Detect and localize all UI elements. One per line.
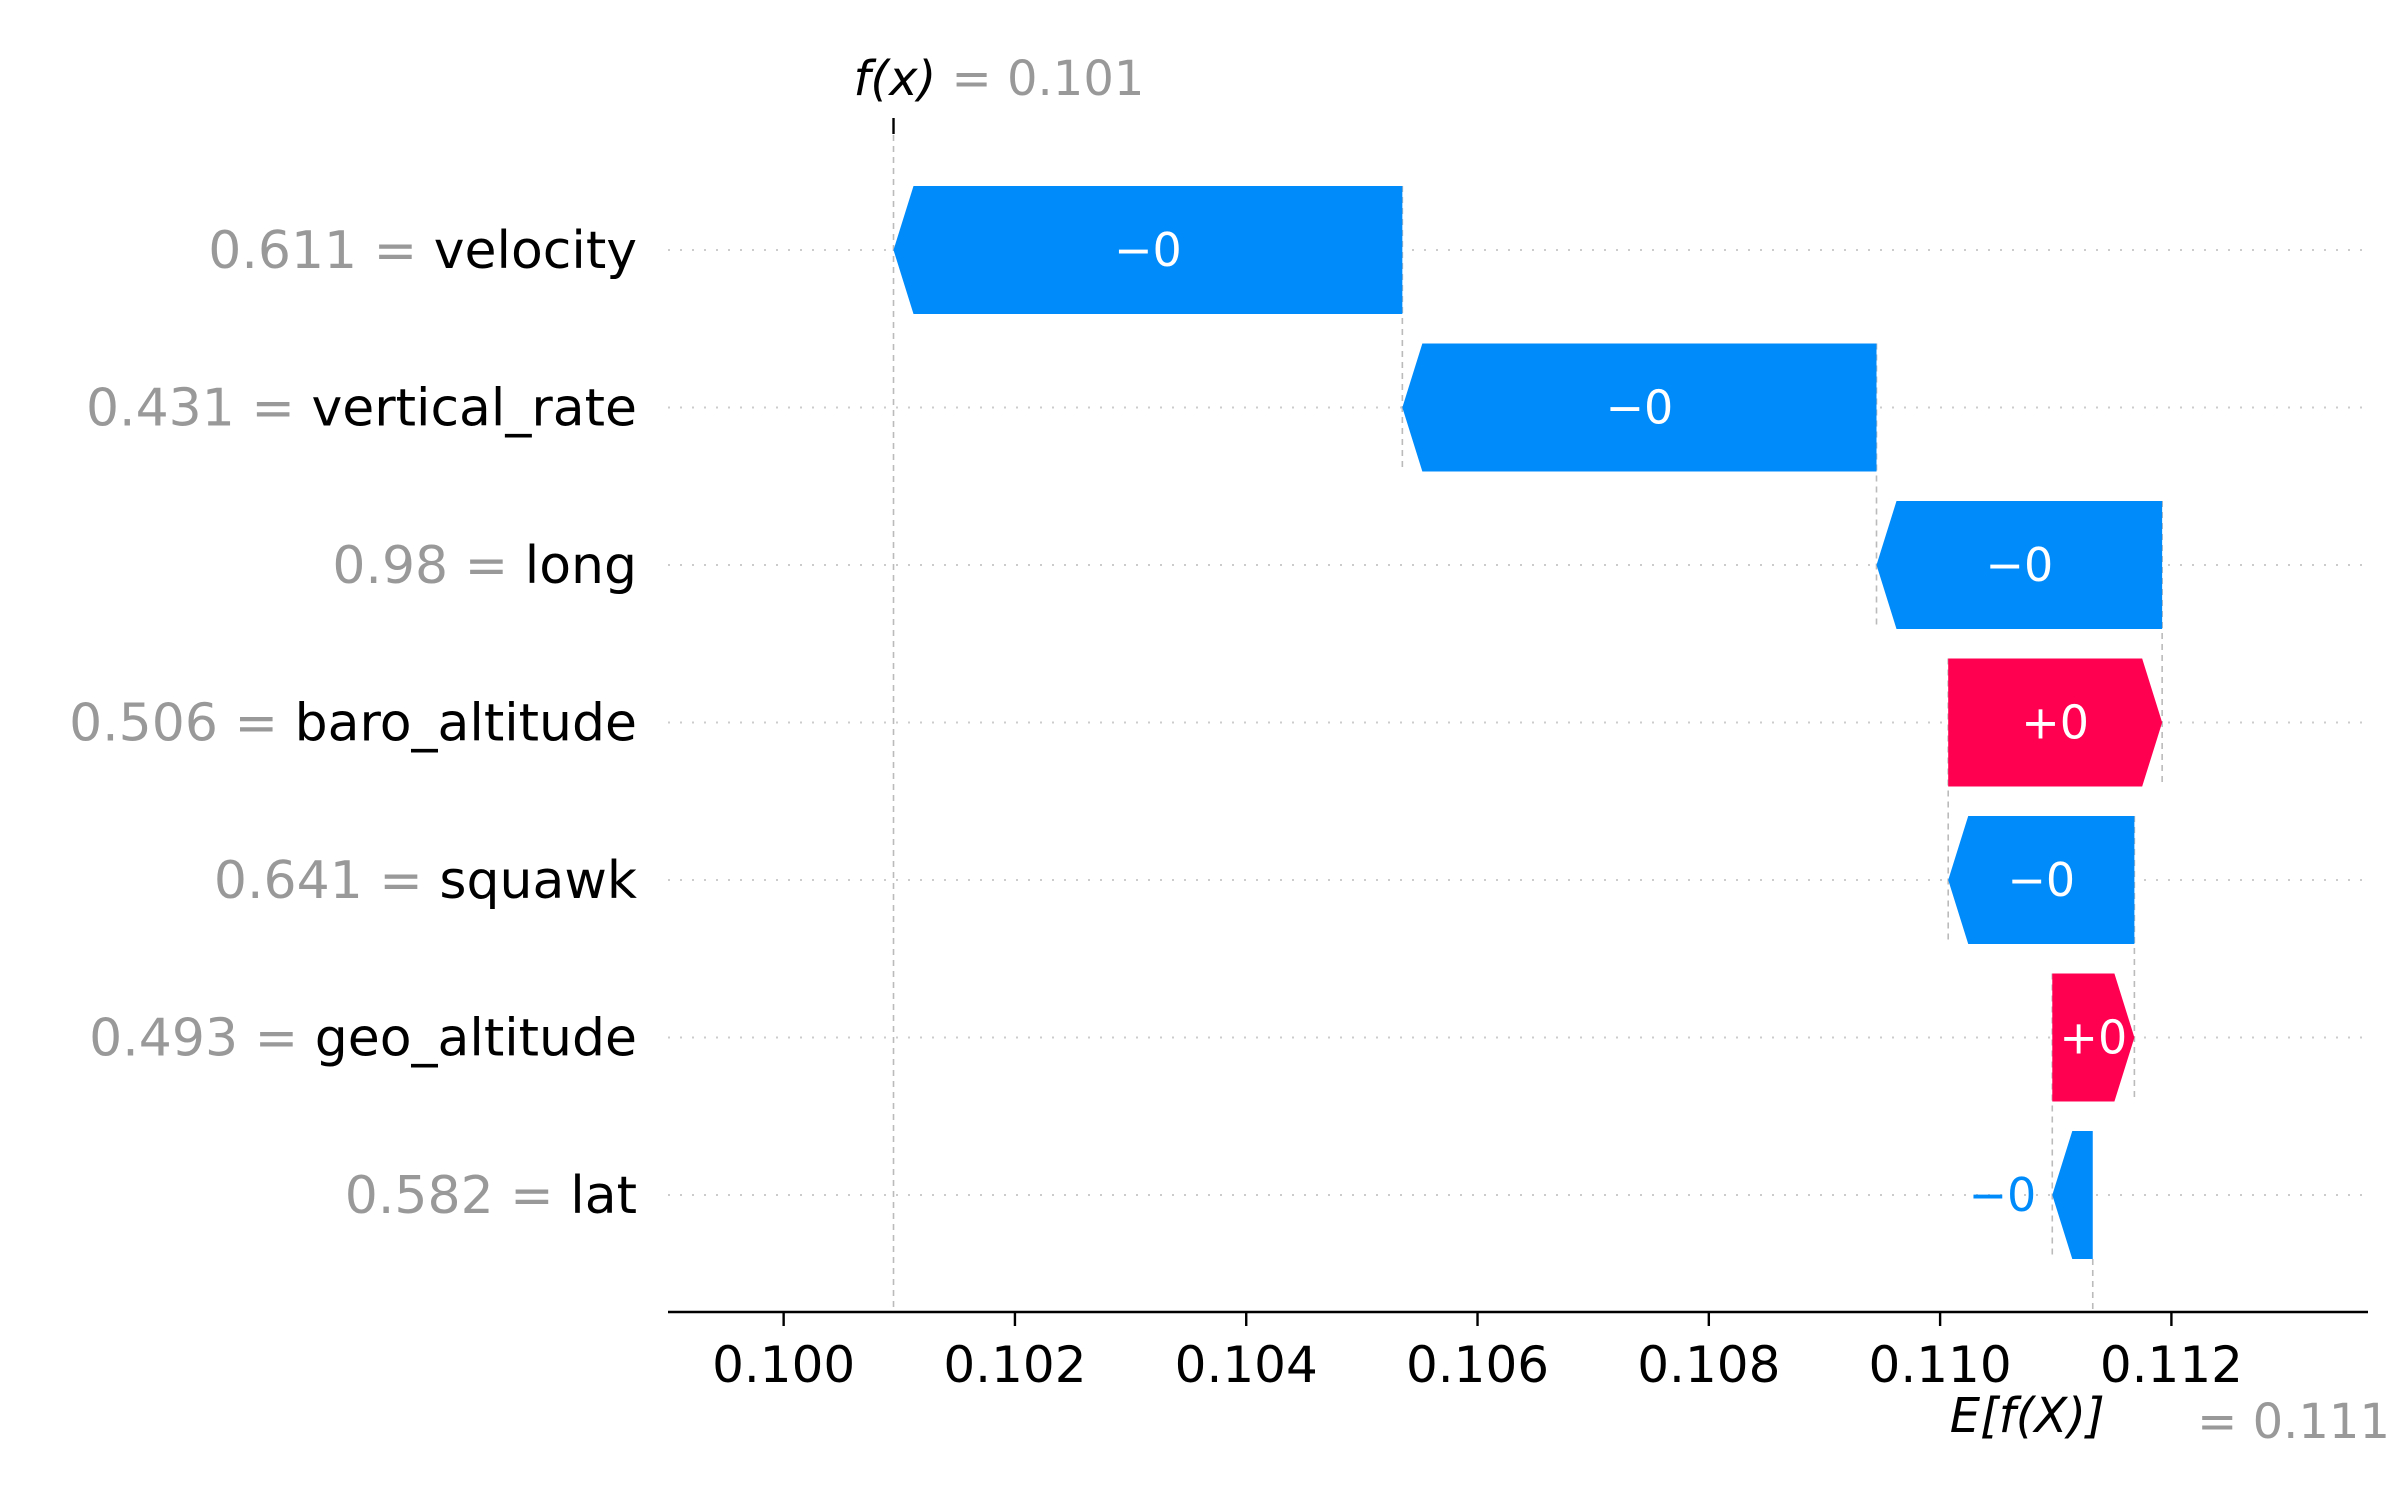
- feature-label: 0.98 = long: [332, 536, 637, 596]
- bar-velocity: [893, 186, 1403, 314]
- feature-equals: =: [357, 221, 434, 281]
- feature-label: 0.431 = vertical_rate: [86, 379, 637, 439]
- x-tick-label: 0.104: [1175, 1336, 1318, 1394]
- feature-name: vertical_rate: [311, 379, 637, 439]
- bar-long: [1876, 501, 2163, 629]
- bar-vertical_rate: [1402, 343, 1877, 472]
- bar-lat: [2052, 1131, 2093, 1259]
- x-tick-label: 0.112: [2100, 1336, 2243, 1394]
- feature-value: 0.431: [86, 379, 235, 439]
- feature-label: 0.582 = lat: [345, 1166, 637, 1226]
- bar-geo_altitude: [2052, 973, 2135, 1102]
- feature-value: 0.582: [345, 1166, 494, 1226]
- bar-value-label: −0: [1968, 1168, 2036, 1222]
- bar-baro_altitude: [1948, 658, 2163, 787]
- x-tick-text: 0.106: [1406, 1336, 1549, 1394]
- feature-equals: =: [235, 379, 312, 439]
- bar-value-label: +0: [2059, 1011, 2127, 1065]
- fx-label: f(x) = 0.101: [854, 51, 1145, 107]
- feature-label: 0.506 = baro_altitude: [69, 694, 637, 754]
- feature-equals: =: [448, 536, 525, 596]
- efx-value: = 0.111: [2197, 1394, 2390, 1450]
- x-tick-label: 0.106: [1406, 1336, 1549, 1394]
- bar-value-text: −0: [1606, 381, 1674, 435]
- x-tick-text: 0.108: [1637, 1336, 1780, 1394]
- feature-name: long: [525, 536, 637, 596]
- x-tick-label: 0.100: [712, 1336, 855, 1394]
- bar-value-label: −0: [1606, 381, 1674, 435]
- feature-value: 0.493: [89, 1009, 238, 1069]
- fx-label-text: f(x): [854, 51, 937, 107]
- bar-squawk: [1948, 816, 2135, 944]
- feature-name: baro_altitude: [295, 694, 637, 754]
- bar-value-label: −0: [2007, 853, 2075, 907]
- x-tick-label: 0.102: [943, 1336, 1086, 1394]
- bar-value-label: −0: [1114, 223, 1182, 277]
- bar-value-label: −0: [1985, 538, 2053, 592]
- bar-value-text: −0: [1985, 538, 2053, 592]
- feature-name: lat: [570, 1166, 637, 1226]
- x-tick-text: 0.110: [1869, 1336, 2012, 1394]
- efx-label-text: E[f(X)]: [1950, 1388, 2105, 1444]
- feature-value: 0.506: [69, 694, 218, 754]
- feature-label: 0.641 = squawk: [214, 851, 637, 911]
- x-tick-text: 0.100: [712, 1336, 855, 1394]
- x-tick-label: 0.110: [1869, 1336, 2012, 1394]
- feature-label: 0.493 = geo_altitude: [89, 1009, 637, 1069]
- x-tick-label: 0.108: [1637, 1336, 1780, 1394]
- feature-name: squawk: [439, 851, 637, 911]
- x-tick-text: 0.104: [1175, 1336, 1318, 1394]
- bar-layer: [893, 186, 2163, 1259]
- feature-equals: =: [218, 694, 295, 754]
- fx-value-text: = 0.101: [936, 51, 1144, 107]
- efx-label: E[f(X)]: [1950, 1388, 2105, 1444]
- efx-value-text: = 0.111: [2197, 1394, 2390, 1450]
- feature-value: 0.98: [332, 536, 448, 596]
- label-layer: −0 0.611 = velocity −0 0.431 = vertical_rat…: [69, 51, 2390, 1450]
- bar-value-text: −0: [1114, 223, 1182, 277]
- feature-label: 0.611 = velocity: [208, 221, 637, 281]
- feature-value: 0.611: [208, 221, 357, 281]
- bar-value-label: +0: [2021, 696, 2089, 750]
- bar-value-text: +0: [2021, 696, 2089, 750]
- feature-equals: =: [238, 1009, 315, 1069]
- bar-value-text: +0: [2059, 1011, 2127, 1065]
- x-tick-text: 0.112: [2100, 1336, 2243, 1394]
- feature-value: 0.641: [214, 851, 363, 911]
- bar-value-text: −0: [1968, 1168, 2036, 1222]
- bar-value-text: −0: [2007, 853, 2075, 907]
- feature-name: velocity: [434, 221, 637, 281]
- feature-equals: =: [494, 1166, 571, 1226]
- feature-name: geo_altitude: [315, 1009, 637, 1069]
- x-tick-text: 0.102: [943, 1336, 1086, 1394]
- axis-layer: 0.100 0.102 0.104 0.106 0.108 0.110 0.112: [668, 1310, 2368, 1394]
- feature-equals: =: [363, 851, 440, 911]
